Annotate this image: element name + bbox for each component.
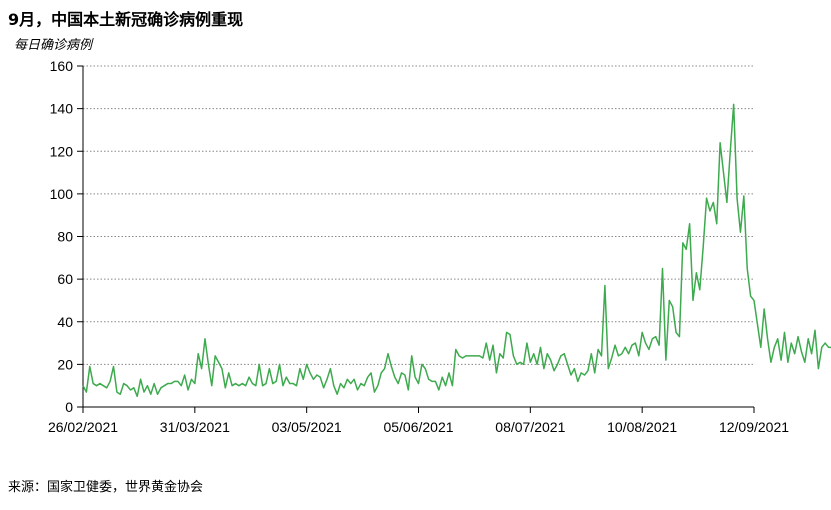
y-tick-label: 0 — [65, 399, 73, 415]
source-note: 来源：国家卫健委，世界黄金协会 — [8, 480, 204, 495]
y-tick-label: 140 — [50, 101, 74, 117]
chart-title: 9月，中国本土新冠确诊病例重现 — [8, 10, 244, 29]
y-tick-label: 120 — [50, 143, 74, 159]
y-tick-label: 80 — [57, 229, 73, 245]
x-tick-label: 31/03/2021 — [160, 419, 230, 435]
y-tick-label: 160 — [50, 58, 74, 74]
gridlines — [83, 65, 754, 365]
y-axis-label: 每日确诊病例 — [14, 38, 93, 53]
x-tick-label: 05/06/2021 — [383, 419, 453, 435]
y-tick-label: 40 — [57, 314, 73, 330]
x-tick-label: 12/09/2021 — [719, 419, 789, 435]
x-tick-label: 10/08/2021 — [607, 419, 677, 435]
y-tick-label: 60 — [57, 271, 73, 287]
line-chart: 0 20 40 60 80 100 120 140 160 26/02/2021 31/03/20… — [48, 58, 831, 435]
x-tick-label: 26/02/2021 — [48, 419, 118, 435]
series-line-0 — [82, 103, 831, 398]
series-lines — [82, 103, 831, 398]
x-tick-label: 03/05/2021 — [272, 419, 342, 435]
x-tick-label: 08/07/2021 — [495, 419, 565, 435]
y-tick-label: 20 — [57, 356, 73, 372]
y-axis-ticks: 0 20 40 60 80 100 120 140 160 — [50, 58, 84, 415]
x-axis: 26/02/2021 31/03/2021 03/05/2021 05/06/2021… — [48, 406, 789, 435]
y-tick-label: 100 — [50, 186, 74, 202]
